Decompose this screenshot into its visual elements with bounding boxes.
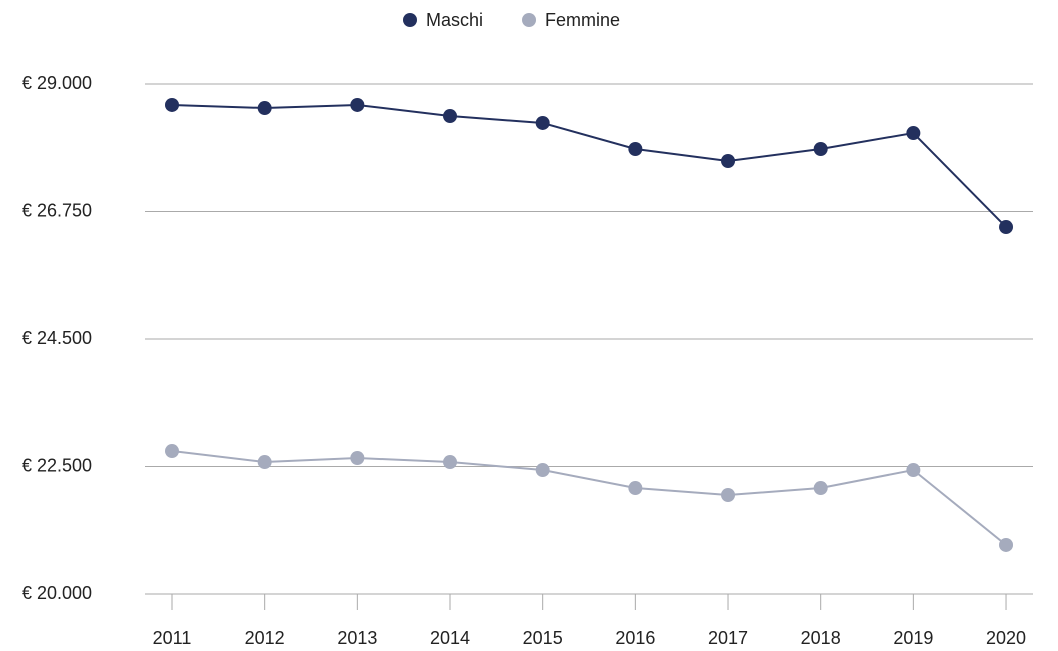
x-tick-label: 2013	[337, 628, 377, 648]
y-tick-label: € 29.000	[22, 73, 92, 93]
legend-marker	[522, 13, 537, 27]
legend-marker	[403, 13, 417, 27]
data-point	[721, 488, 736, 503]
legend-label: Maschi	[426, 10, 483, 30]
x-tick-label: 2015	[523, 628, 563, 648]
y-tick-label: € 20.000	[22, 583, 92, 603]
y-tick-label: € 24.500	[22, 328, 92, 348]
x-tick-label: 2018	[801, 628, 841, 648]
x-tick-label: 2012	[245, 628, 285, 648]
x-tick-label: 2016	[615, 628, 655, 648]
data-point	[906, 126, 921, 141]
data-point	[443, 109, 458, 124]
x-tick-label: 2020	[986, 628, 1026, 648]
data-point	[350, 97, 365, 112]
data-point	[999, 220, 1014, 235]
legend-label: Femmine	[545, 10, 620, 30]
x-tick-label: 2019	[893, 628, 933, 648]
data-point	[165, 97, 179, 112]
x-tick-label: 2014	[430, 628, 470, 648]
series-line	[171, 450, 1007, 546]
data-point	[535, 115, 550, 130]
x-tick-label: 2017	[708, 628, 748, 648]
series-line	[171, 103, 1007, 228]
data-point	[350, 451, 365, 465]
y-tick-label: € 22.500	[22, 455, 92, 475]
data-point	[721, 154, 736, 169]
data-point	[999, 537, 1014, 552]
data-point	[535, 463, 550, 478]
data-point	[906, 463, 921, 478]
data-point	[257, 101, 272, 116]
data-point	[813, 481, 828, 496]
data-point	[628, 141, 643, 156]
data-point	[443, 455, 458, 470]
data-point	[813, 141, 828, 156]
data-point	[257, 455, 272, 470]
data-point	[165, 444, 179, 459]
data-point	[628, 481, 643, 496]
x-tick-label: 2011	[153, 628, 192, 648]
y-tick-label: € 26.750	[22, 200, 92, 220]
